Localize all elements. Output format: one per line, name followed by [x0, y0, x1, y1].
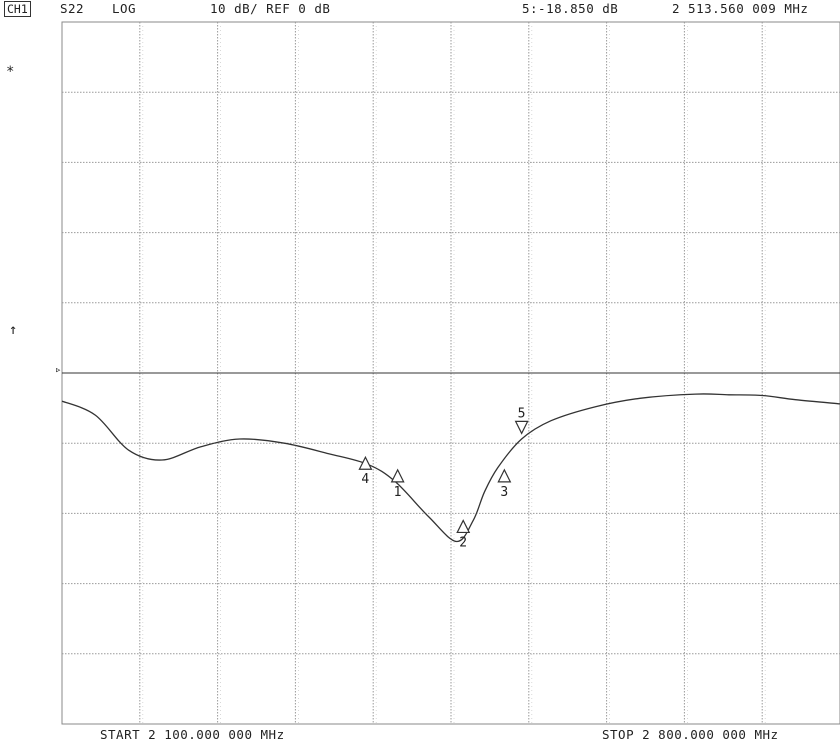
marker-frequency: 2 513.560 009 MHz: [672, 1, 809, 16]
marker-readout: 5:-18.850 dB: [522, 1, 619, 16]
marker-label: 2: [459, 535, 467, 550]
marker-5: 5: [514, 406, 529, 435]
marker-triangle: [358, 455, 373, 470]
channel-indicator: CH1: [4, 1, 31, 17]
marker-1: 1: [390, 468, 405, 500]
marker-2: 2: [456, 519, 471, 550]
marker-triangle: [456, 519, 471, 534]
measurement-trace: [61, 393, 840, 543]
marker-triangle: [514, 420, 529, 435]
parameter-label: S22: [60, 1, 85, 16]
marker-label: 3: [500, 485, 508, 500]
marker-3: 3: [497, 468, 512, 500]
stop-frequency: STOP 2 800.000 000 MHz: [602, 727, 779, 742]
marker-label: 1: [394, 485, 402, 500]
marker-4: 4: [358, 455, 373, 487]
reference-pointer-icon: ▹: [55, 363, 62, 376]
start-frequency: START 2 100.000 000 MHz: [100, 727, 285, 742]
marker-triangle: [390, 468, 405, 483]
marker-label: 5: [518, 406, 526, 421]
marker-label: 4: [361, 472, 369, 487]
reference-arrow-icon: ↑: [9, 322, 18, 338]
scale-ref-label: 10 dB/ REF 0 dB: [210, 1, 331, 16]
star-icon: *: [6, 64, 15, 80]
marker-triangle: [497, 468, 512, 483]
format-label: LOG: [112, 1, 137, 16]
